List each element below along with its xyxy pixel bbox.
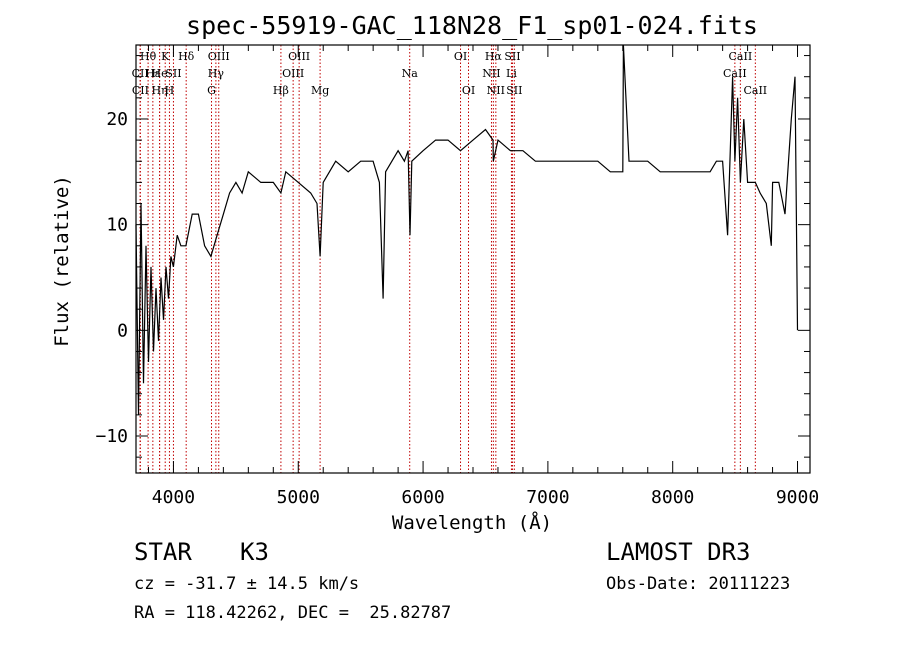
spectral-line-label: Hε [145, 67, 161, 80]
x-axis-ticks: 4000 5000 6000 7000 8000 9000 [147, 45, 819, 508]
x-axis-label: Wavelength (Å) [392, 511, 552, 534]
spectral-line-label: Mg [311, 84, 329, 97]
spectral-line-markers [139, 45, 756, 473]
observation-date: Obs-Date: 20111223 [606, 574, 791, 594]
x-tick-label: 8000 [651, 487, 694, 508]
spectral-line-label: OIII [282, 67, 304, 80]
survey-name: LAMOST DR3 [606, 538, 751, 566]
spectral-line-label: Li [506, 67, 517, 80]
spectral-line-label: Hβ [273, 84, 289, 97]
spectral-line-label: OI [454, 50, 467, 63]
spectral-line-label: H [165, 84, 175, 97]
spectral-line-label: SII [165, 67, 181, 80]
y-tick-label: 0 [117, 320, 128, 341]
x-tick-label: 4000 [152, 487, 195, 508]
y-tick-label: 10 [106, 215, 128, 236]
spectral-line-label: OIII [208, 50, 230, 63]
spectral-line-label: Hδ [178, 50, 195, 63]
plot-frame [135, 44, 811, 474]
spectral-line-label: SII [504, 50, 520, 63]
chart-title: spec-55919-GAC_118N28_F1_sp01-024.fits [186, 11, 758, 40]
spectral-line-label: NII [482, 67, 500, 80]
y-axis-ticks: −10 0 10 20 [95, 55, 810, 458]
spectral-line-label: Hθ [140, 50, 157, 63]
object-subclass: K3 [240, 538, 269, 566]
coordinates-readout: RA = 118.42262, DEC = 25.82787 [134, 603, 452, 623]
redshift-readout: cz = -31.7 ± 14.5 km/s [134, 574, 360, 594]
spectral-line-label: OIII [288, 50, 310, 63]
spectrum-series-line [135, 44, 799, 415]
x-tick-label: 7000 [526, 487, 569, 508]
x-tick-label: 6000 [401, 487, 444, 508]
spectral-line-label: CII [132, 84, 149, 97]
spectral-line-label: SII [506, 84, 522, 97]
y-tick-label: −10 [95, 426, 128, 447]
spectral-line-label: K [161, 50, 170, 63]
x-tick-label: 9000 [776, 487, 819, 508]
spectral-line-label: Na [402, 67, 419, 80]
spectral-line-label: CaII [729, 50, 753, 63]
spectral-line-label: Hγ [208, 67, 225, 80]
y-axis-label: Flux (relative) [51, 175, 73, 347]
spectral-line-label: OI [462, 84, 475, 97]
spectral-line-label: CaII [743, 84, 767, 97]
spectral-line-label: Hα [485, 50, 503, 63]
object-class: STAR [134, 538, 192, 566]
x-tick-label: 5000 [277, 487, 320, 508]
spectral-line-label: G [207, 84, 216, 97]
y-tick-label: 20 [106, 109, 128, 130]
spectral-line-label: CaII [723, 67, 747, 80]
spectral-line-label: Hη [151, 84, 167, 97]
spectral-line-label: He [152, 67, 168, 80]
spectral-line-label: NII [487, 84, 505, 97]
